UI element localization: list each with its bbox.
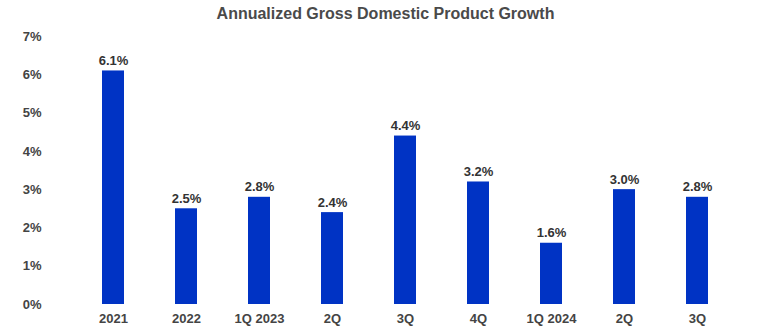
svg-text:1.6%: 1.6% bbox=[537, 225, 567, 240]
svg-text:1Q 2023: 1Q 2023 bbox=[235, 311, 285, 326]
svg-text:1Q 2024: 1Q 2024 bbox=[527, 311, 578, 326]
svg-text:5%: 5% bbox=[23, 105, 42, 120]
svg-text:4%: 4% bbox=[23, 144, 42, 159]
svg-text:2022: 2022 bbox=[172, 311, 201, 326]
svg-text:4Q: 4Q bbox=[470, 311, 487, 326]
svg-text:3.2%: 3.2% bbox=[464, 164, 494, 179]
html-text:Annualized Gross Domestic Prod: Annualized Gross Domestic Product Growth bbox=[216, 5, 555, 22]
svg-text:3%: 3% bbox=[23, 182, 42, 197]
svg-text:6%: 6% bbox=[23, 67, 42, 82]
svg-text:2.4%: 2.4% bbox=[318, 195, 348, 210]
svg-text:2.8%: 2.8% bbox=[683, 179, 713, 194]
svg-text:4.4%: 4.4% bbox=[391, 118, 421, 133]
svg-text:2Q: 2Q bbox=[616, 311, 633, 326]
svg-text:3Q: 3Q bbox=[397, 311, 414, 326]
svg-text:2Q: 2Q bbox=[324, 311, 341, 326]
svg-text:1%: 1% bbox=[23, 258, 42, 273]
svg-text:6.1%: 6.1% bbox=[99, 53, 129, 68]
svg-text:3.0%: 3.0% bbox=[610, 172, 640, 187]
svg-text:2%: 2% bbox=[23, 220, 42, 235]
svg-text:2.8%: 2.8% bbox=[245, 179, 275, 194]
svg-text:2021: 2021 bbox=[99, 311, 128, 326]
svg-text:3Q: 3Q bbox=[689, 311, 706, 326]
svg-text:7%: 7% bbox=[23, 29, 42, 44]
svg-text:2.5%: 2.5% bbox=[172, 191, 202, 206]
svg-text:0%: 0% bbox=[23, 297, 42, 312]
